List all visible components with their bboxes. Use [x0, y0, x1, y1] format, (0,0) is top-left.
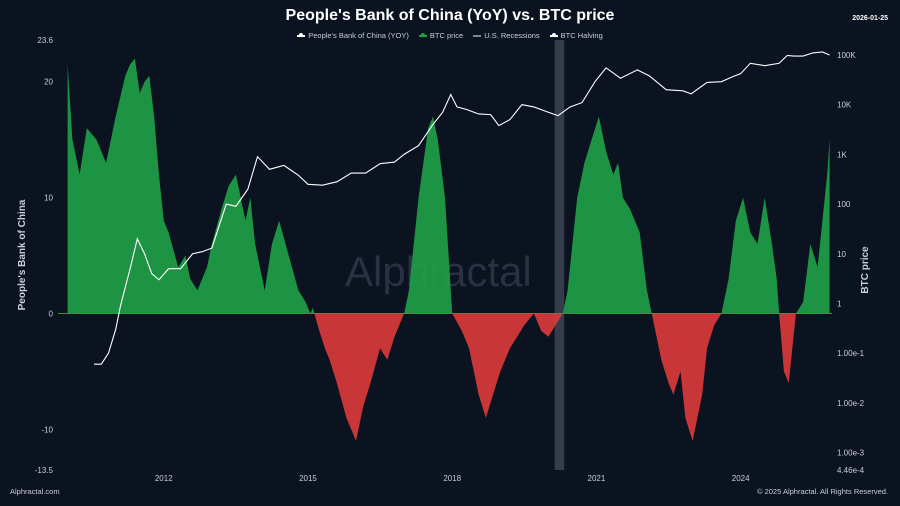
- footer-copyright: © 2025 Alphractal. All Rights Reserved.: [756, 487, 888, 496]
- y-right-tick-label: 1K: [837, 150, 847, 159]
- y-right-tick-label: 1: [837, 299, 842, 308]
- pboc-negative-area: [67, 313, 830, 442]
- legend-recessions-swatch: [473, 34, 482, 37]
- btc-price-line: [94, 51, 830, 365]
- x-tick-label: 2021: [588, 474, 606, 483]
- x-tick-label: 2015: [299, 474, 317, 483]
- legend-recessions-label: U.S. Recessions: [484, 31, 540, 40]
- y-left-tick-label: 20: [44, 78, 53, 87]
- legend-pboc-swatch: [297, 33, 306, 37]
- recession-band: [554, 40, 565, 470]
- y-right-tick-label: 4.46e-4: [837, 466, 865, 475]
- y-right-tick-label: 10: [837, 250, 846, 259]
- legend-halving-swatch: [549, 33, 558, 37]
- legend-btc-swatch: [418, 33, 427, 37]
- legend-item-btc[interactable]: BTC price: [418, 31, 464, 40]
- x-tick-label: 2024: [732, 474, 750, 483]
- legend: People's Bank of China (YOY) BTC price U…: [0, 31, 900, 40]
- y-left-tick-label: -13.5: [35, 466, 54, 475]
- y-left-tick-label: 0: [49, 310, 54, 319]
- legend-item-pboc[interactable]: People's Bank of China (YOY): [297, 31, 409, 40]
- chart-title: People's Bank of China (YoY) vs. BTC pri…: [285, 7, 615, 24]
- chart-date: 2026-01-25: [852, 15, 888, 22]
- x-tick-label: 2012: [155, 474, 173, 483]
- y-right-axis-title: BTC price: [860, 246, 871, 294]
- y-left-tick-label: 23.6: [37, 36, 53, 45]
- y-left-tick-label: -10: [41, 425, 53, 434]
- y-right-tick-label: 100: [837, 200, 851, 209]
- y-right-tick-label: 1.00e-3: [837, 449, 865, 458]
- legend-pboc-label: People's Bank of China (YOY): [308, 31, 409, 40]
- y-right-tick-label: 100K: [837, 51, 856, 60]
- legend-halving-label: BTC Halving: [560, 31, 603, 40]
- footer-source: Alphractal.com: [10, 487, 60, 496]
- y-right-tick-label: 1.00e-2: [837, 399, 865, 408]
- legend-item-halving[interactable]: BTC Halving: [549, 31, 603, 40]
- y-left-tick-label: 10: [44, 194, 53, 203]
- x-tick-label: 2018: [443, 474, 461, 483]
- legend-btc-label: BTC price: [429, 31, 464, 40]
- y-left-axis-title: People's Bank of China: [17, 199, 28, 310]
- pboc-positive-area: [67, 58, 830, 314]
- legend-item-recessions[interactable]: U.S. Recessions: [473, 31, 540, 40]
- y-right-tick-label: 1.00e-1: [837, 349, 865, 358]
- y-right-tick-label: 10K: [837, 101, 852, 110]
